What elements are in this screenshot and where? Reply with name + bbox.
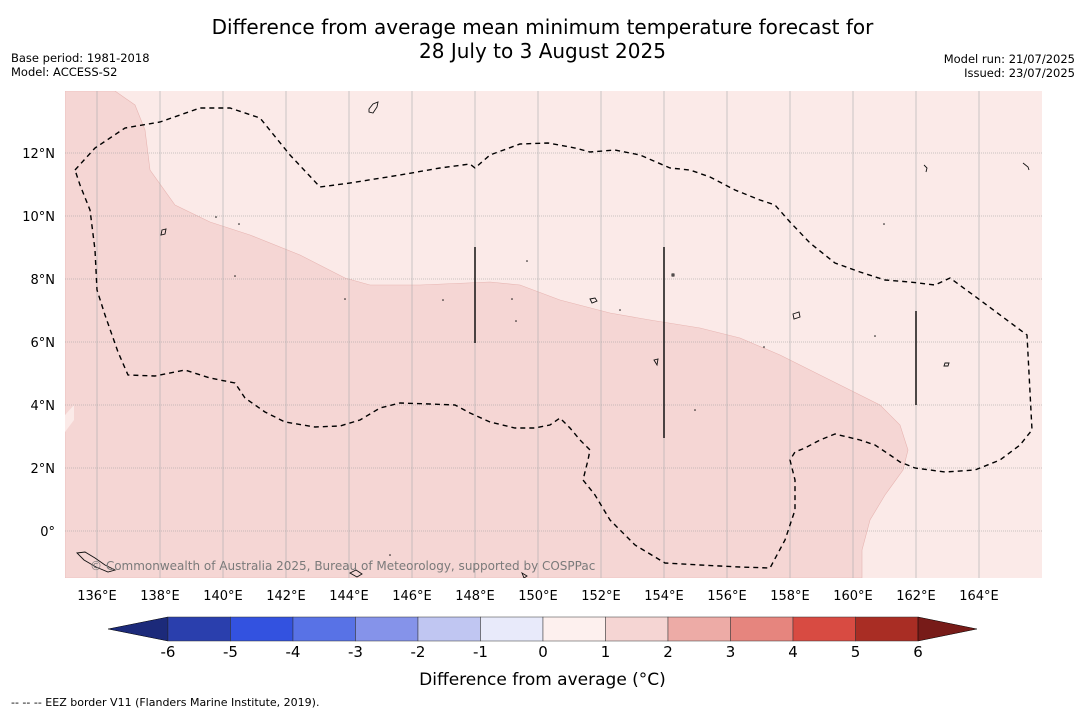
lon-label: 148°E <box>455 589 495 604</box>
title-line-2: 28 July to 3 August 2025 <box>419 39 666 63</box>
anomaly-region-0-1-west <box>65 405 74 432</box>
colorbar-bin <box>230 616 294 642</box>
anomaly-region-1-2 <box>65 91 909 578</box>
islands <box>76 101 1030 578</box>
lon-label: 154°E <box>644 589 684 604</box>
colorbar-tick-label: 6 <box>913 643 923 661</box>
colorbar-over-arrow <box>917 616 978 642</box>
lon-label: 144°E <box>329 589 369 604</box>
lon-label: 150°E <box>518 589 558 604</box>
lat-label: 10°N <box>22 210 55 225</box>
lat-label: 12°N <box>22 147 55 162</box>
colorbar-tick-label: -2 <box>410 643 426 661</box>
colorbar-tick-label: 5 <box>850 643 861 661</box>
base-period: Base period: 1981-2018 <box>11 51 150 65</box>
colorbar-bin <box>292 616 356 642</box>
colorbar-tick-label: 3 <box>725 643 736 661</box>
colorbar-bin <box>605 616 669 642</box>
lon-label: 152°E <box>581 589 621 604</box>
lon-label: 136°E <box>77 589 117 604</box>
colorbar-bin <box>730 616 794 642</box>
colorbar-bin <box>167 616 231 642</box>
lon-label: 156°E <box>707 589 747 604</box>
colorbar-tick-label: 4 <box>788 643 798 661</box>
latitude-gridlines <box>65 152 1042 532</box>
lat-label: 8°N <box>31 273 56 288</box>
lat-label: 4°N <box>31 399 56 414</box>
colorbar-tick-label: 2 <box>663 643 673 661</box>
colorbar-bin <box>855 616 919 642</box>
colorbar-bin <box>667 616 731 642</box>
copyright-notice: © Commonwealth of Australia 2025, Bureau… <box>90 559 595 573</box>
lon-label: 162°E <box>896 589 936 604</box>
lon-label: 160°E <box>833 589 873 604</box>
map-area: © Commonwealth of Australia 2025, Bureau… <box>65 91 1042 578</box>
lon-label: 146°E <box>392 589 432 604</box>
lat-label: 2°N <box>31 462 56 477</box>
lon-label: 138°E <box>140 589 180 604</box>
model-name: Model: ACCESS-S2 <box>11 65 118 79</box>
colorbar-bin <box>792 616 856 642</box>
vertical-markers <box>474 247 917 438</box>
colorbar-tick-label: 1 <box>600 643 611 661</box>
colorbar-tick-label: -5 <box>223 643 238 661</box>
colorbar-under-arrow <box>107 616 169 642</box>
colorbar-bin <box>542 616 606 642</box>
lat-label: 6°N <box>31 336 56 351</box>
colorbar-tick-label: -1 <box>473 643 488 661</box>
colorbar <box>107 616 978 642</box>
lon-label: 158°E <box>770 589 810 604</box>
model-run: Model run: 21/07/2025 <box>943 52 1075 66</box>
colorbar-tick-label: -3 <box>348 643 363 661</box>
lon-label: 140°E <box>203 589 243 604</box>
lat-label: 0° <box>40 525 55 540</box>
lon-label: 164°E <box>959 589 999 604</box>
issued-date: Issued: 23/07/2025 <box>964 66 1075 80</box>
colorbar-tick-label: 0 <box>538 643 548 661</box>
longitude-gridlines <box>96 91 980 578</box>
title-line-1: Difference from average mean minimum tem… <box>211 15 874 39</box>
colorbar-label: Difference from average (°C) <box>419 670 666 690</box>
longitude-labels: 136°E 138°E 140°E 142°E 144°E 146°E 148°… <box>77 589 999 604</box>
island-dots <box>215 216 885 556</box>
latitude-labels: 12°N 10°N 8°N 6°N 4°N 2°N 0° <box>22 147 55 540</box>
colorbar-bin <box>355 616 419 642</box>
colorbar-tick-label: -4 <box>285 643 301 661</box>
lon-label: 142°E <box>266 589 306 604</box>
colorbar-tick-label: -6 <box>160 643 176 661</box>
colorbar-bin <box>417 616 481 642</box>
eez-legend-note: -- -- -- EEZ border V11 (Flanders Marine… <box>11 696 320 709</box>
colorbar-bin <box>480 616 544 642</box>
